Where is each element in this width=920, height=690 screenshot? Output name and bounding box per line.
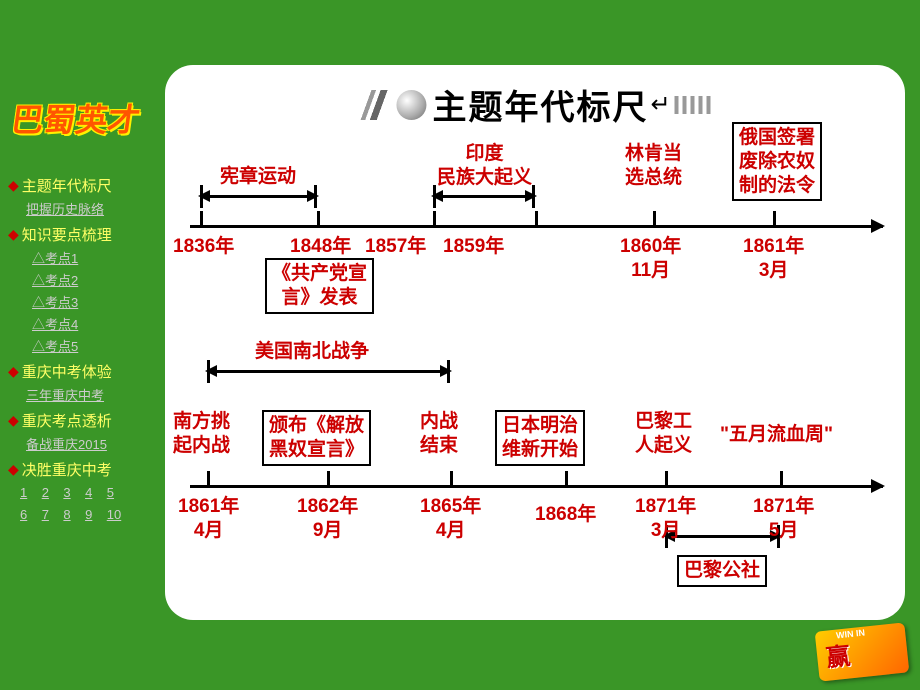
timeline-year: 1836年 (173, 235, 234, 259)
nav-num-7[interactable]: 7 (42, 507, 49, 522)
nav-section-analysis[interactable]: ◆重庆考点透析 (8, 410, 158, 431)
badge-main-text: 赢 (824, 636, 852, 673)
timeline-event: 颁布《解放黑奴宣言》 (262, 410, 371, 466)
nav-num-3[interactable]: 3 (63, 485, 70, 500)
content-panel: 主题年代标尺 ↵ 宪章运动 印度民族大起义 林肯当选总统 俄国签署废除农奴制的法令《共… (165, 65, 905, 620)
nav-numbers-row1: 1 2 3 4 5 (20, 484, 158, 502)
timeline-event: 《共产党宣言》发表 (265, 258, 374, 314)
title-stripe-icon (675, 96, 715, 114)
timeline-tick (207, 471, 210, 485)
nav-section-knowledge[interactable]: ◆知识要点梳理 (8, 224, 158, 245)
diamond-icon: ◆ (8, 363, 19, 380)
timeline-tick (535, 211, 538, 225)
diamond-icon: ◆ (8, 461, 19, 478)
nav-link-point5[interactable]: △考点5 (32, 336, 158, 355)
nav-num-4[interactable]: 4 (85, 485, 92, 500)
timeline-year: 1861年3月 (743, 235, 804, 283)
nav-num-8[interactable]: 8 (63, 507, 70, 522)
nav-link-point3[interactable]: △考点3 (32, 292, 158, 311)
nav-num-2[interactable]: 2 (42, 485, 49, 500)
nav-link-point4[interactable]: △考点4 (32, 314, 158, 333)
nav-link-3year[interactable]: 三年重庆中考 (26, 385, 158, 404)
nav-link-point1[interactable]: △考点1 (32, 248, 158, 267)
timeline-year: 1860年11月 (620, 235, 681, 283)
diamond-icon: ◆ (8, 226, 19, 243)
nav-link-point2[interactable]: △考点2 (32, 270, 158, 289)
timeline-year: 1871年3月 (635, 495, 696, 543)
sidebar-nav: ◆主题年代标尺 把握历史脉络 ◆知识要点梳理 △考点1 △考点2 △考点3 △考… (8, 100, 158, 524)
timeline-event: 宪章运动 (220, 165, 296, 189)
timeline-event: 美国南北战争 (255, 340, 369, 364)
timeline-tick (665, 471, 668, 485)
timeline-event: 南方挑起内战 (173, 410, 230, 458)
diamond-icon: ◆ (8, 177, 19, 194)
timeline-tick (327, 471, 330, 485)
timeline-year: 1859年 (443, 235, 504, 259)
timeline-tick (317, 211, 320, 225)
timeline-tick (653, 211, 656, 225)
nav-section-win[interactable]: ◆决胜重庆中考 (8, 459, 158, 480)
nav-num-1[interactable]: 1 (20, 485, 27, 500)
nav-link-history[interactable]: 把握历史脉络 (26, 199, 158, 218)
title-slash-icon (355, 90, 390, 120)
timeline-event: 日本明治维新开始 (495, 410, 585, 466)
nav-section-timeline[interactable]: ◆主题年代标尺 (8, 175, 158, 196)
timeline-event: "五月流血周" (720, 423, 833, 447)
timeline-tick (565, 471, 568, 485)
timeline-year: 1865年4月 (420, 495, 481, 543)
win-badge: WIN IN 赢 (812, 619, 912, 684)
timeline-event: 内战结束 (420, 410, 458, 458)
timeline-event: 印度民族大起义 (437, 142, 532, 190)
title-bar: 主题年代标尺 ↵ (355, 80, 714, 129)
timeline-year: 1868年 (535, 503, 596, 527)
timeline-event: 巴黎公社 (677, 555, 767, 587)
timeline-tick (450, 471, 453, 485)
nav-num-9[interactable]: 9 (85, 507, 92, 522)
timeline-tick (433, 211, 436, 225)
duration-bar (207, 370, 450, 373)
nav-numbers-row2: 6 7 8 9 10 (20, 506, 158, 524)
timeline-event: 林肯当选总统 (625, 142, 682, 190)
timeline-axis (190, 225, 883, 228)
title-return-icon: ↵ (650, 90, 670, 119)
timeline-axis (190, 485, 883, 488)
duration-bar (433, 195, 535, 198)
nav-section-exam-exp[interactable]: ◆重庆中考体验 (8, 361, 158, 382)
timeline-year: 1862年9月 (297, 495, 358, 543)
timeline-year: 1857年 (365, 235, 426, 259)
nav-link-prepare[interactable]: 备战重庆2015 (26, 434, 158, 453)
timeline-tick (773, 211, 776, 225)
diamond-icon: ◆ (8, 412, 19, 429)
timeline-tick (200, 211, 203, 225)
nav-num-6[interactable]: 6 (20, 507, 27, 522)
timeline-event: 巴黎工人起义 (635, 410, 692, 458)
page-title: 主题年代标尺 (432, 80, 648, 129)
timeline-year: 1848年 (290, 235, 351, 259)
duration-bar (200, 195, 317, 198)
timeline-year: 1871年5月 (753, 495, 814, 543)
timeline-event: 俄国签署废除农奴制的法令 (732, 122, 822, 201)
nav-num-10[interactable]: 10 (107, 507, 121, 522)
title-sphere-icon (396, 90, 426, 120)
timeline-year: 1861年4月 (178, 495, 239, 543)
nav-num-5[interactable]: 5 (107, 485, 114, 500)
timeline-tick (780, 471, 783, 485)
